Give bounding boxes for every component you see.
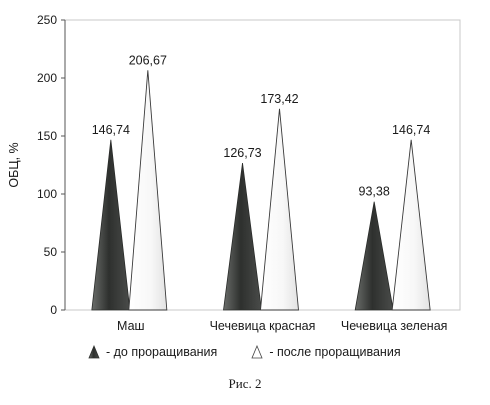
legend-item-after: - после проращивания (251, 345, 401, 359)
data-label: 206,67 (129, 53, 167, 67)
legend-label-before: - до проращивания (106, 345, 218, 359)
x-category-label: Чечевица зеленая (341, 319, 448, 333)
y-axis-label: ОБЦ, % (7, 142, 21, 187)
x-category-label: Маш (117, 319, 145, 333)
figure-caption: Рис. 2 (228, 376, 262, 391)
dark-cone-icon (88, 345, 100, 359)
data-label: 146,74 (392, 123, 430, 137)
y-tick-label: 0 (50, 303, 57, 317)
cone-after (391, 139, 431, 311)
cone-before (223, 162, 262, 311)
y-tick-label: 250 (37, 13, 57, 27)
y-tick-label: 50 (44, 245, 58, 259)
plot-area (64, 19, 461, 311)
data-label: 93,38 (359, 185, 390, 199)
y-tick-label: 150 (37, 129, 57, 143)
cone-before (354, 201, 394, 311)
legend: - до проращивания - после проращивания (88, 345, 435, 359)
data-label: 173,42 (260, 92, 298, 106)
cone-after (260, 108, 299, 311)
data-label: 126,73 (223, 146, 261, 160)
y-tick-label: 100 (37, 187, 57, 201)
cone-after (128, 70, 168, 311)
white-cone-icon (251, 345, 263, 359)
cone-before (91, 139, 131, 311)
y-tick-label: 200 (37, 71, 57, 85)
legend-label-after: - после проращивания (269, 345, 401, 359)
cone-chart: 0 50 100 150 200 250 146,74 206,67 126,73 173,42… (7, 13, 461, 333)
legend-item-before: - до проращивания (88, 345, 217, 359)
data-label: 146,74 (92, 123, 130, 137)
x-category-label: Чечевица красная (210, 319, 316, 333)
